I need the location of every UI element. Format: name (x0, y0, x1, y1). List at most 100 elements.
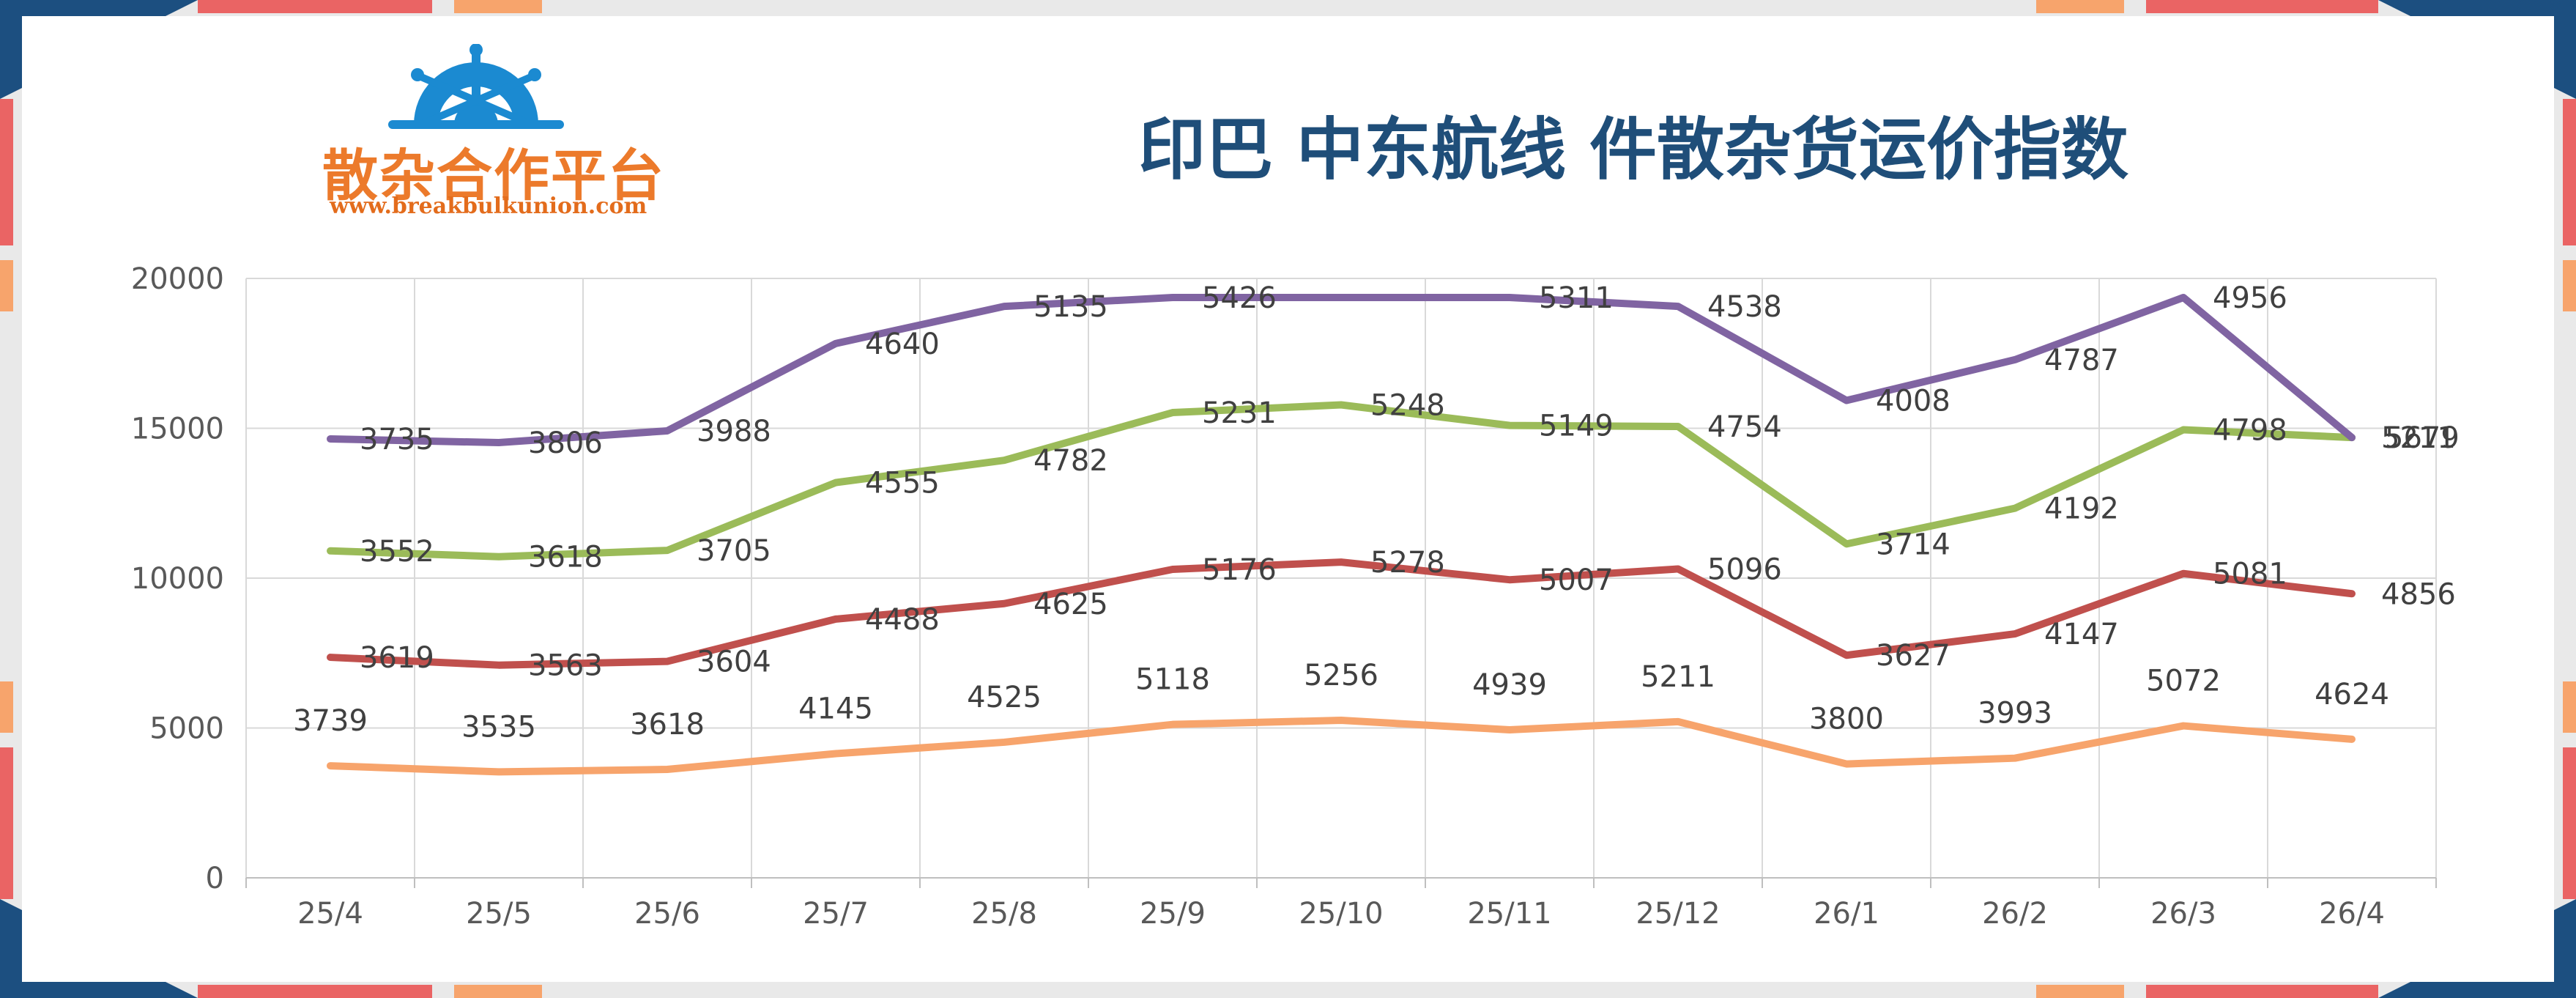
series-lines (327, 294, 2356, 776)
stripe-orange-top-left (454, 0, 542, 13)
data-label: 4192 (2044, 492, 2119, 526)
data-label: 4856 (2381, 577, 2456, 611)
ship-wheel-icon (388, 44, 564, 129)
x-tick-label: 25/12 (1636, 897, 1720, 931)
data-label: 3627 (1876, 639, 1950, 673)
stripe-red-bottom-left (198, 985, 432, 998)
data-point (1339, 560, 1343, 565)
gridlines (245, 278, 2437, 888)
data-label: 4525 (967, 681, 1042, 714)
data-label: 4008 (1876, 385, 1950, 418)
data-label: 4625 (1033, 588, 1108, 621)
data-label: 3806 (528, 426, 603, 460)
data-label: 4787 (2044, 344, 2119, 377)
data-point (2013, 506, 2017, 511)
y-tick-label: 20000 (131, 262, 224, 296)
data-point (2181, 427, 2186, 432)
stripe-red-top-left (198, 0, 432, 13)
stripe-red-left-top (0, 99, 13, 245)
data-point (2350, 736, 2354, 742)
data-point (1676, 719, 1680, 724)
data-point (328, 437, 333, 442)
chart-title: 印巴 中东航线 件散杂货运价指数 (1137, 111, 2129, 189)
data-label: 3988 (697, 415, 771, 448)
stripe-orange-top-right (2036, 0, 2124, 13)
data-point (834, 751, 838, 756)
data-labels: 3739 3535 3618 4145 4525 5118 5256 4939 5211 3800… (293, 281, 2460, 744)
x-tick-label: 26/2 (1982, 897, 2048, 931)
data-point (497, 769, 501, 775)
data-label: 5278 (1370, 546, 1445, 580)
data-label: 3619 (360, 641, 434, 675)
data-label: 5211 (1641, 660, 1715, 694)
x-tick-label: 25/10 (1299, 897, 1383, 931)
data-label: 4782 (1033, 444, 1108, 478)
data-point (834, 341, 838, 346)
data-point (1676, 304, 1680, 309)
data-point (2181, 295, 2186, 300)
data-label: 5679 (2385, 421, 2460, 455)
data-label: 5176 (1202, 553, 1277, 587)
data-label: 4798 (2213, 414, 2287, 448)
data-point (2013, 632, 2017, 637)
data-label: 3714 (1876, 528, 1950, 561)
stripe-red-left-bottom (0, 747, 13, 899)
data-label: 5118 (1135, 663, 1210, 697)
data-label: 5248 (1370, 389, 1445, 423)
x-tick-label: 25/9 (1140, 897, 1206, 931)
data-point (665, 767, 669, 772)
data-point (1844, 398, 1849, 403)
data-label: 5081 (2213, 558, 2287, 591)
data-point (1339, 402, 1343, 407)
x-tick-label: 25/4 (297, 897, 363, 931)
data-label: 5072 (2146, 665, 2221, 698)
data-label: 3618 (528, 541, 603, 574)
data-label: 3552 (360, 535, 434, 569)
data-point (2181, 723, 2186, 728)
data-point (1002, 601, 1006, 606)
data-point (1002, 458, 1006, 463)
data-point (497, 662, 501, 668)
x-tick-label: 25/7 (803, 897, 869, 931)
data-label: 5149 (1539, 410, 1614, 443)
data-label: 3705 (697, 534, 771, 568)
data-label: 4754 (1707, 410, 1782, 444)
stripe-orange-bottom-left (454, 985, 542, 998)
data-point (1170, 410, 1175, 415)
data-point (665, 428, 669, 433)
data-point (1844, 653, 1849, 658)
data-label: 4956 (2213, 281, 2287, 315)
stripe-orange-bottom-right (2036, 985, 2124, 998)
data-point (1507, 295, 1512, 300)
content-panel (22, 16, 2554, 982)
data-label: 4145 (798, 692, 873, 725)
data-label: 4488 (865, 603, 940, 637)
logo-name: 散杂合作平台 (322, 143, 665, 208)
y-tick-label: 5000 (149, 712, 224, 746)
data-label: 3735 (360, 423, 434, 457)
data-point (1844, 541, 1849, 547)
data-point (1002, 739, 1006, 744)
data-label: 3618 (630, 708, 705, 742)
x-tick-label: 26/4 (2319, 897, 2385, 931)
stripe-red-bottom-right (2146, 985, 2378, 998)
data-label: 4640 (865, 328, 940, 361)
data-label: 5231 (1202, 396, 1277, 430)
data-label: 4555 (865, 467, 940, 500)
data-point (1339, 295, 1343, 300)
data-label: 5426 (1202, 281, 1277, 315)
data-point (834, 616, 838, 621)
data-label: 3800 (1809, 703, 1884, 736)
data-point (1507, 727, 1512, 732)
data-label: 3535 (461, 710, 536, 744)
data-label: 5007 (1539, 563, 1614, 597)
data-point (1507, 577, 1512, 583)
data-point (2013, 755, 2017, 761)
data-point (2013, 357, 2017, 362)
data-point (497, 440, 501, 446)
data-point (1170, 566, 1175, 572)
data-point (1170, 722, 1175, 727)
data-point (1676, 424, 1680, 429)
